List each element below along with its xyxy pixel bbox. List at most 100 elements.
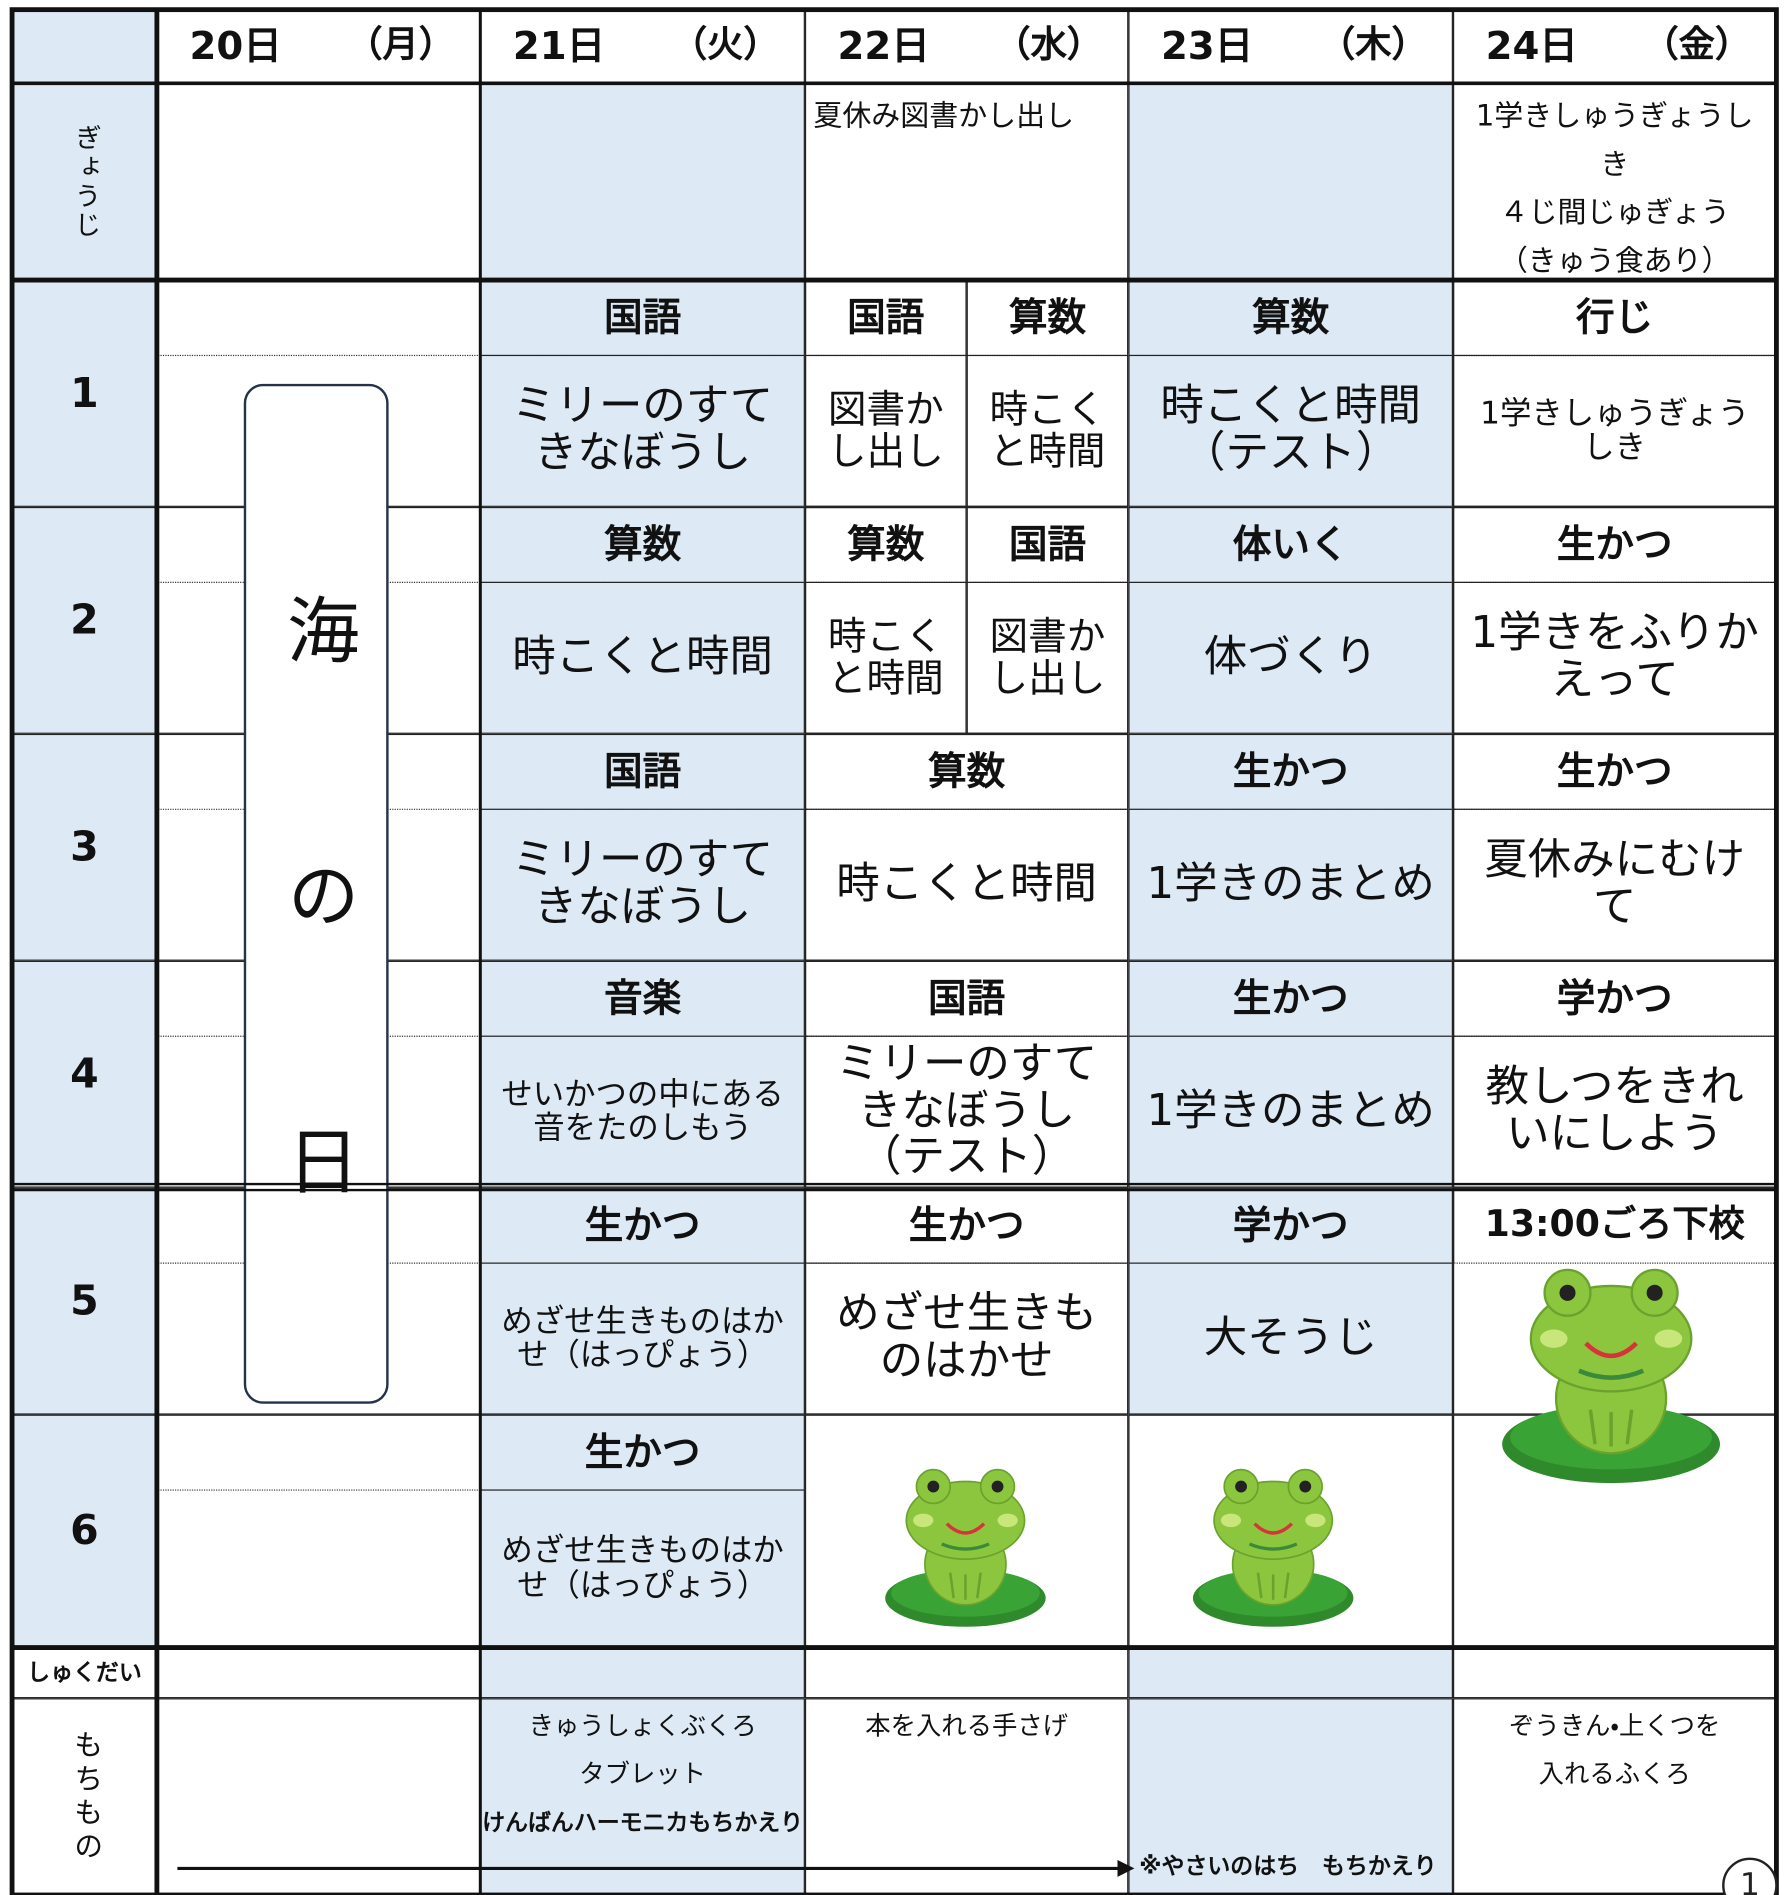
row-label: もちもの [68, 1729, 103, 1865]
topic: 1学きのまとめ [1146, 1085, 1435, 1136]
topic-cell: ミリーのすてきなぼうし（テスト） [804, 1035, 1129, 1188]
day-weekday: （火） [670, 24, 780, 67]
subject-cell: 13:00ごろ下校 [1452, 1187, 1777, 1264]
holiday-text: 海の日 [274, 592, 359, 1389]
subject: 音楽 [603, 975, 682, 1022]
period-number: 4 [70, 1049, 99, 1098]
belonging-item: ぞうきん・上くつを [1509, 1711, 1721, 1741]
day-weekday: （金） [1642, 24, 1752, 67]
topic-cell: 時こくと時間 [804, 581, 967, 734]
subject: 体いく [1232, 521, 1349, 568]
topic-cell: ミリーのすてきなぼうし [480, 354, 805, 507]
lesson-cell [1452, 1414, 1777, 1648]
subject: 国語 [928, 975, 1006, 1022]
topic: 時こくと時間 [512, 631, 773, 682]
belonging-item: 入れるふくろ [1538, 1759, 1691, 1789]
topic: 1学きのまとめ [1146, 858, 1435, 909]
subject: 算数 [1008, 294, 1087, 341]
subject-cell: 国語 [966, 506, 1129, 583]
topic: 時こくと時間（テスト） [1160, 381, 1422, 478]
subject-cell: 学かつ [1128, 1187, 1453, 1264]
subject: 13:00ごろ下校 [1484, 1203, 1745, 1246]
topic-cell: めざせ生きものはかせ（はっぴょう） [480, 1262, 805, 1415]
homework-cell [1452, 1647, 1777, 1699]
topic-cell: 大そうじ [1128, 1262, 1453, 1415]
homework-cell [480, 1647, 805, 1699]
row-label: ぎょうじ [69, 123, 101, 240]
period-number: 3 [70, 822, 99, 872]
subject: 生かつ [908, 1202, 1025, 1249]
dotted-line [156, 354, 481, 357]
period-number: 6 [70, 1506, 99, 1555]
day-date: 22日 [837, 23, 930, 70]
event-cell [480, 83, 805, 281]
subject: 国語 [847, 294, 925, 341]
topic: めざせ生きものはかせ（はっぴょう） [501, 1303, 784, 1374]
belongings-cell: ぞうきん・上くつを 入れるふくろ [1452, 1698, 1777, 1895]
topic-cell: 時こくと時間（テスト） [1128, 354, 1453, 507]
topic-cell: 時こくと時間 [966, 354, 1129, 507]
homework-cell [804, 1647, 1129, 1699]
subject-cell: 行じ [1452, 280, 1777, 357]
events-label: ぎょうじ [12, 83, 157, 281]
belonging-item: タブレット [579, 1759, 706, 1789]
homework-cell [1128, 1647, 1453, 1699]
topic: ミリーのすてきなぼうし [512, 381, 774, 478]
topic-cell: 体づくり [1128, 581, 1453, 734]
subject-cell: 国語 [480, 733, 805, 810]
subject: 算数 [1252, 294, 1330, 341]
subject-cell: 国語 [480, 280, 805, 357]
period-label: 5 [12, 1187, 157, 1415]
belongings-cell: きゅうしょくぶくろ タブレットけんばんハーモニカもちかえり [480, 1698, 805, 1895]
day-header: 23日 （木） [1128, 9, 1453, 84]
belongings-cell [156, 1698, 481, 1895]
topic-cell: 1学きしゅうぎょうしき [1452, 354, 1777, 507]
subject: 学かつ [1556, 975, 1673, 1022]
day-date: 23日 [1160, 23, 1254, 70]
topic-cell: 図書かし出し [966, 581, 1129, 734]
topic: 体づくり [1203, 631, 1378, 682]
day-header: 21日 （火） [480, 9, 805, 84]
day-header: 22日 （水） [804, 9, 1129, 84]
topic: めざせ生きものはかせ [836, 1289, 1097, 1386]
belongings-label: もちもの [12, 1698, 157, 1895]
topic: 時こくと時間 [989, 386, 1106, 475]
period-label: 6 [12, 1414, 157, 1648]
period-number: 1 [70, 368, 99, 418]
topic: 図書かし出し [827, 386, 944, 475]
subject-cell: 算数 [1128, 280, 1453, 357]
lesson-cell [156, 1414, 481, 1648]
subject-cell: 音楽 [480, 960, 805, 1037]
period-label: 3 [12, 733, 157, 961]
day-weekday: （木） [1319, 24, 1428, 67]
subject-cell: 生かつ [1128, 733, 1453, 810]
subject: 行じ [1576, 294, 1654, 341]
row-label: しゅくだい [27, 1659, 142, 1686]
day-header: 24日 （金） [1452, 9, 1777, 84]
topic: ミリーのすてきなぼうし [512, 835, 774, 932]
belonging-item: 本を入れる手さげ [865, 1711, 1069, 1741]
subject-cell: 生かつ [1452, 506, 1777, 583]
topic: ミリーのすてきなぼうし（テスト） [836, 1038, 1098, 1183]
subject: 生かつ [1232, 748, 1349, 795]
day-date: 21日 [512, 23, 606, 70]
topic: 教しつをきれいにしよう [1485, 1062, 1744, 1159]
period-label: 1 [12, 280, 157, 507]
topic: 図書かし出し [989, 613, 1106, 702]
subject-cell: 生かつ [1128, 960, 1453, 1037]
topic: 大そうじ [1203, 1312, 1378, 1363]
topic-cell: 時こくと時間 [804, 808, 1129, 961]
subject-cell: 算数 [966, 280, 1129, 357]
day-date: 24日 [1485, 23, 1578, 70]
period-number: 2 [70, 595, 99, 645]
subject-cell: 生かつ [480, 1414, 805, 1491]
belonging-item: けんばんハーモニカもちかえり [482, 1809, 804, 1836]
homework-label: しゅくだい [12, 1647, 157, 1699]
topic-cell: 1学きのまとめ [1128, 808, 1453, 961]
belonging-item: きゅうしょくぶくろ [528, 1711, 757, 1741]
subject: 生かつ [584, 1202, 701, 1249]
subject: 生かつ [584, 1429, 701, 1476]
subject: 学かつ [1232, 1202, 1349, 1249]
subject-cell: 体いく [1128, 506, 1453, 583]
